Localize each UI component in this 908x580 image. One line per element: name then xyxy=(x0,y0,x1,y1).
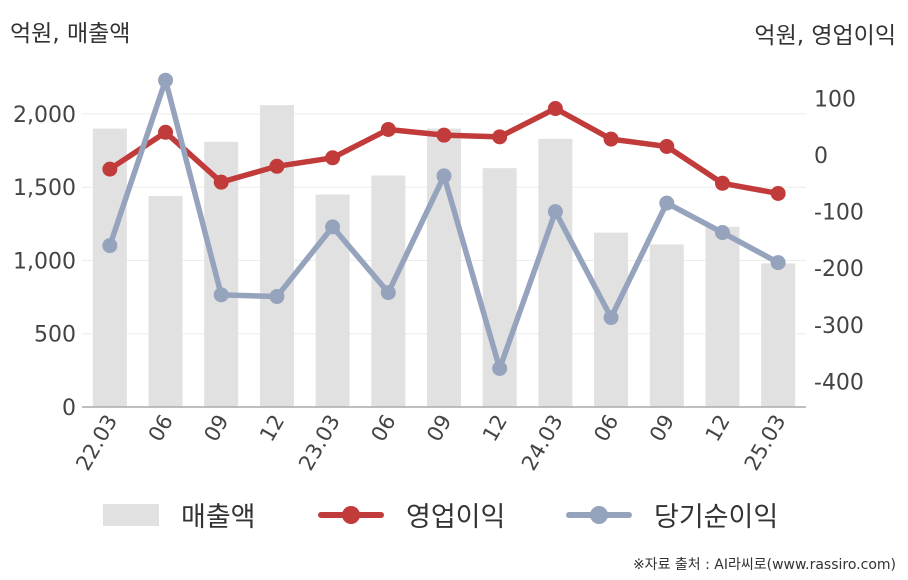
x-tick-label: 06 xyxy=(589,411,623,446)
operating-profit-point xyxy=(770,185,786,201)
net-income-point xyxy=(547,204,563,220)
legend-item-net-income[interactable]: 당기순이익 xyxy=(566,495,778,534)
operating-profit-point xyxy=(213,174,229,190)
net-income-point xyxy=(659,195,675,211)
right-tick-label: -400 xyxy=(814,371,864,396)
operating-profit-point xyxy=(603,131,619,147)
operating-profit-point xyxy=(269,158,285,174)
revenue-bar xyxy=(538,138,573,407)
legend-line-swatch-ni xyxy=(566,504,632,526)
legend-bar-swatch xyxy=(103,503,159,526)
legend-label-revenue: 매출액 xyxy=(181,502,256,533)
net-income-point xyxy=(102,238,118,254)
legend-label-net-income: 당기순이익 xyxy=(654,502,779,533)
net-income-point xyxy=(213,287,229,303)
operating-profit-point xyxy=(714,175,730,191)
revenue-bar xyxy=(649,244,684,407)
legend: 매출액 영업이익 당기순이익 xyxy=(0,495,908,535)
left-axis-unit: 억원, 매출액 xyxy=(10,21,131,47)
legend-item-operating-profit[interactable]: 영업이익 xyxy=(318,495,505,534)
x-tick-label: 12 xyxy=(255,411,289,446)
x-tick-label: 09 xyxy=(645,411,679,446)
left-tick-label: 2,000 xyxy=(13,103,76,128)
revenue-bar xyxy=(705,226,740,407)
operating-profit-point xyxy=(380,121,396,137)
chart-area: 0 500 1,000 1,500 2,000 -400 -300 -200 -100 0 100 2… xyxy=(13,72,864,475)
operating-profit-point xyxy=(547,101,563,117)
left-tick-label: 0 xyxy=(62,396,76,421)
left-tick-label: 1,000 xyxy=(13,249,76,274)
left-tick-label: 1,500 xyxy=(13,176,76,201)
right-axis-unit: 억원, 영업이익 xyxy=(754,23,896,49)
operating-profit-point xyxy=(102,161,118,177)
revenue-bar xyxy=(761,263,796,407)
operating-profit-point xyxy=(436,127,452,143)
net-income-point xyxy=(380,285,396,301)
net-income-point xyxy=(714,225,730,241)
x-tick-label: 23.03 xyxy=(294,411,345,475)
operating-profit-point xyxy=(325,150,341,166)
net-income-point xyxy=(436,168,452,184)
right-tick-label: 100 xyxy=(814,87,856,112)
x-tick-label: 25.03 xyxy=(740,411,791,475)
x-tick-label: 09 xyxy=(422,411,456,446)
right-tick-label: 0 xyxy=(814,144,828,169)
x-tick-label: 22.03 xyxy=(71,411,122,475)
x-tick-label: 06 xyxy=(144,411,178,446)
x-tick-label: 09 xyxy=(199,411,233,446)
net-income-point xyxy=(269,289,285,305)
net-income-point xyxy=(325,219,341,235)
net-income-point xyxy=(770,255,786,271)
right-tick-label: -200 xyxy=(814,257,864,282)
x-tick-label: 24.03 xyxy=(517,411,568,475)
operating-profit-point xyxy=(492,129,508,145)
revenue-bar xyxy=(148,196,183,407)
x-tick-label: 12 xyxy=(701,411,735,446)
net-income-point xyxy=(603,310,619,326)
legend-line-swatch-op xyxy=(318,504,384,526)
left-tick-label: 500 xyxy=(34,323,76,348)
right-tick-label: -300 xyxy=(814,314,864,339)
operating-profit-point xyxy=(158,124,174,140)
net-income-point xyxy=(158,72,174,88)
revenue-bar xyxy=(259,105,294,407)
x-tick-label: 06 xyxy=(366,411,400,446)
legend-item-revenue[interactable]: 매출액 xyxy=(103,495,256,534)
source-note: ※자료 출처 : AI라씨로(www.rassiro.com) xyxy=(632,557,896,573)
net-income-point xyxy=(492,360,508,376)
operating-profit-point xyxy=(659,138,675,154)
x-tick-label: 12 xyxy=(478,411,512,446)
legend-label-operating-profit: 영업이익 xyxy=(406,502,506,533)
right-tick-label: -100 xyxy=(814,201,864,226)
